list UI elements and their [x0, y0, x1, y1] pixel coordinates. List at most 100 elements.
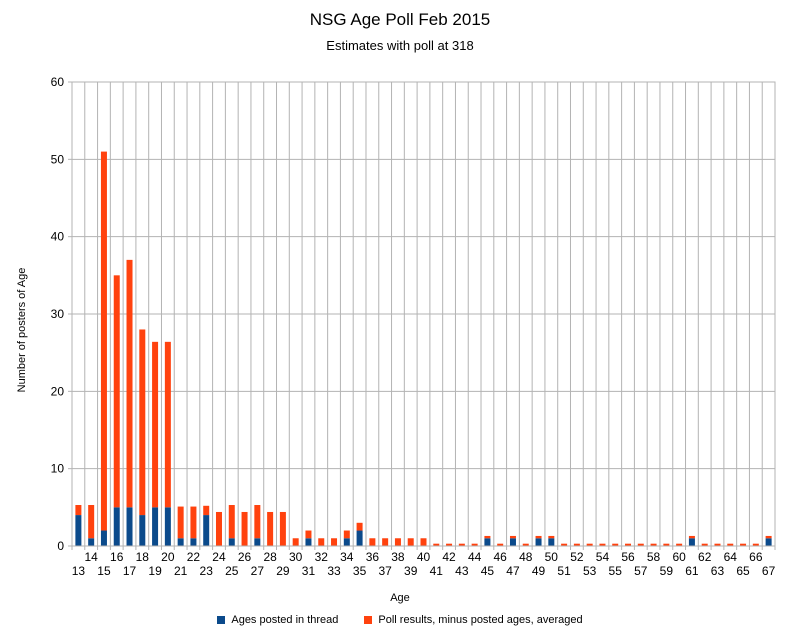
x-tick-label: 45 [481, 564, 495, 578]
bar-poll-result [88, 505, 95, 539]
bar-posted-age [177, 538, 184, 546]
x-tick-label: 17 [123, 564, 137, 578]
x-tick-label: 32 [315, 550, 329, 564]
bar-poll-result [292, 538, 299, 546]
bar-posted-age [113, 507, 120, 546]
bar-poll-result [497, 543, 504, 546]
bar-posted-age [75, 515, 82, 546]
bar-poll-result [625, 543, 632, 546]
bar-poll-result [650, 543, 657, 546]
x-tick-label: 63 [711, 564, 725, 578]
y-tick-label: 50 [51, 152, 65, 166]
bar-poll-result [676, 543, 683, 546]
legend-swatch-posted [217, 616, 226, 624]
bar-poll-result [343, 530, 350, 539]
legend-item-poll: Poll results, minus posted ages, average… [364, 614, 583, 626]
legend-label-posted: Ages posted in thread [231, 614, 339, 626]
bar-poll-result [215, 511, 222, 546]
bar-poll-result [727, 543, 734, 546]
bar-poll-result [318, 538, 325, 546]
plot-frame [71, 81, 776, 547]
bar-poll-result [471, 543, 478, 546]
bar-poll-result [663, 543, 670, 546]
chart-subtitle: Estimates with poll at 318 [326, 38, 474, 53]
bar-posted-age [765, 538, 772, 546]
y-tick-label: 30 [51, 307, 65, 321]
bar-posted-age [164, 507, 171, 546]
x-tick-label: 57 [634, 564, 648, 578]
x-tick-label: 49 [532, 564, 546, 578]
bar-poll-result [701, 543, 708, 546]
bar-poll-result [100, 151, 107, 531]
bar-poll-result [458, 543, 465, 546]
bar-poll-result [113, 275, 120, 508]
x-tick-label: 15 [97, 564, 111, 578]
bar-poll-result [139, 329, 146, 516]
bar-poll-result [752, 543, 759, 546]
bar-poll-result [369, 538, 376, 546]
bar-poll-result [177, 506, 184, 539]
x-tick-label: 65 [736, 564, 750, 578]
bar-posted-age [688, 538, 695, 546]
bar-poll-result [522, 543, 529, 546]
x-tick-label: 47 [506, 564, 520, 578]
bar-posted-age [535, 538, 542, 546]
x-tick-label: 48 [519, 550, 533, 564]
bar-poll-result [688, 535, 695, 539]
y-tick-label: 20 [51, 384, 65, 398]
x-tick-label: 23 [200, 564, 214, 578]
x-tick-label: 37 [378, 564, 392, 578]
bar-poll-result [637, 543, 644, 546]
bar-posted-age [254, 538, 261, 546]
legend: Ages posted in thread Poll results, minu… [0, 614, 800, 626]
x-tick-label: 22 [187, 550, 201, 564]
x-axis-label: Age [390, 592, 410, 604]
bar-poll-result [382, 538, 389, 546]
x-tick-label: 54 [596, 550, 610, 564]
bar-poll-result [740, 543, 747, 546]
x-tick-label: 20 [161, 550, 175, 564]
x-tick-label: 29 [276, 564, 290, 578]
bar-poll-result [203, 505, 210, 516]
x-tick-label: 60 [672, 550, 686, 564]
x-tick-label: 25 [225, 564, 239, 578]
x-tick-label: 18 [136, 550, 150, 564]
x-tick-label: 46 [494, 550, 508, 564]
x-tick-label: 38 [391, 550, 405, 564]
bar-poll-result [331, 538, 338, 546]
x-tick-label: 16 [110, 550, 124, 564]
ticks-layer: 0102030405060131415161718192021222324252… [51, 75, 776, 578]
bar-poll-result [765, 535, 772, 539]
bar-posted-age [88, 538, 95, 546]
x-tick-label: 61 [685, 564, 699, 578]
x-tick-label: 21 [174, 564, 188, 578]
bar-poll-result [305, 530, 312, 539]
axes-layer [68, 81, 776, 550]
x-tick-label: 59 [660, 564, 674, 578]
x-tick-label: 36 [366, 550, 380, 564]
x-tick-label: 56 [621, 550, 635, 564]
bar-posted-age [343, 538, 350, 546]
x-tick-label: 31 [302, 564, 316, 578]
x-tick-label: 34 [340, 550, 354, 564]
bar-poll-result [190, 506, 197, 539]
bars-layer [75, 151, 772, 546]
bar-poll-result [164, 341, 171, 508]
legend-label-poll: Poll results, minus posted ages, average… [378, 614, 583, 626]
bar-poll-result [126, 259, 133, 508]
bar-poll-result [152, 341, 159, 508]
bar-poll-result [714, 543, 721, 546]
bar-posted-age [190, 538, 197, 546]
y-tick-label: 0 [57, 539, 64, 553]
bar-poll-result [586, 543, 593, 546]
y-tick-label: 10 [51, 462, 65, 476]
x-tick-label: 42 [442, 550, 456, 564]
x-tick-label: 13 [72, 564, 86, 578]
x-tick-label: 58 [647, 550, 661, 564]
y-tick-label: 40 [51, 230, 65, 244]
x-tick-label: 51 [557, 564, 571, 578]
bar-poll-result [75, 505, 82, 516]
x-tick-label: 62 [698, 550, 712, 564]
bar-poll-result [228, 505, 235, 539]
bar-posted-age [152, 507, 159, 546]
